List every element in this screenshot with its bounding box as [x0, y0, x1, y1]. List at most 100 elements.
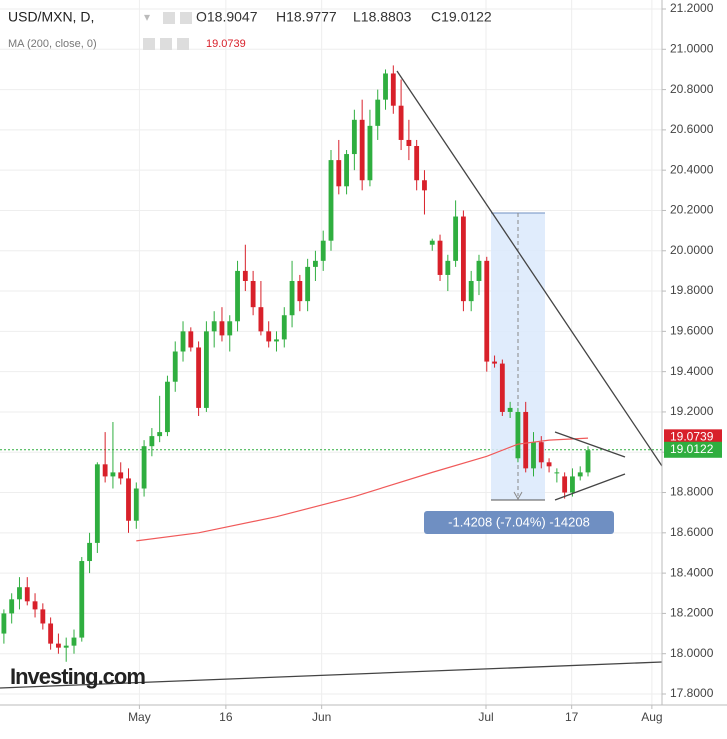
candle-body	[79, 561, 85, 638]
y-tick-label: 20.6000	[670, 122, 714, 136]
candle-body	[468, 280, 474, 302]
menu-caret: ▾	[144, 10, 150, 24]
y-tick-label: 19.2000	[670, 404, 714, 418]
candle-body	[102, 464, 108, 477]
candle-body	[289, 280, 295, 316]
candle-body	[110, 472, 116, 477]
open: O18.9047	[196, 9, 258, 25]
y-tick-label: 18.0000	[670, 646, 714, 660]
y-tick-label: 18.4000	[670, 565, 714, 579]
candle-body	[141, 446, 147, 489]
candle-body	[507, 407, 513, 412]
candle-body	[188, 331, 194, 348]
triangle-upper	[554, 431, 626, 458]
y-tick-label: 17.8000	[670, 686, 714, 700]
icon[interactable]	[163, 12, 175, 24]
ma-line	[136, 437, 589, 542]
y-tick-label: 20.4000	[670, 162, 714, 176]
candle-body	[32, 601, 38, 610]
candle-body	[429, 240, 435, 245]
ma-tag-label: 19.0739	[670, 430, 714, 444]
candle-body	[180, 331, 186, 352]
candle-body	[570, 476, 575, 493]
icon[interactable]	[160, 38, 172, 50]
y-tick-label: 18.8000	[670, 485, 714, 499]
candle-body	[585, 450, 591, 473]
candle-body	[87, 542, 92, 562]
x-tick-label: Jun	[312, 710, 331, 724]
candle-body	[453, 216, 459, 261]
grid-layer	[0, 0, 662, 705]
candle-body	[492, 361, 497, 364]
candle-body	[359, 119, 365, 181]
candle-body	[546, 462, 552, 467]
candle-body	[476, 260, 482, 281]
candle-body	[9, 599, 15, 614]
candle-body	[328, 160, 334, 241]
x-tick-label: 17	[565, 710, 579, 724]
candle-body	[538, 442, 544, 463]
candle-body	[422, 180, 427, 191]
marks	[1, 65, 591, 662]
x-tick-label: 16	[219, 710, 233, 724]
candle-body	[406, 139, 412, 146]
logo: Investing.com	[10, 664, 145, 689]
candle-body	[554, 472, 560, 474]
y-tick-label: 20.0000	[670, 243, 714, 257]
low: L18.8803	[353, 9, 412, 25]
y-tick-label: 19.8000	[670, 283, 714, 297]
candle-body	[274, 339, 279, 342]
candle-body	[460, 216, 466, 302]
candle-body	[235, 270, 240, 322]
ma-value: 19.0739	[206, 38, 246, 50]
candle-body	[227, 321, 233, 336]
candle-body	[383, 73, 388, 100]
candle-body	[250, 280, 256, 308]
candle-body	[336, 160, 342, 187]
candle-body	[17, 587, 22, 600]
y-tick-label: 19.4000	[670, 364, 714, 378]
candle-body	[172, 351, 178, 382]
candle-body	[203, 331, 209, 408]
ma-name: MA (200, close, 0)	[8, 38, 97, 50]
icon[interactable]	[180, 12, 192, 24]
candle-body	[40, 609, 46, 624]
y-tick-label: 18.6000	[670, 525, 714, 539]
candle-body	[297, 280, 303, 302]
candle-body	[523, 411, 529, 469]
candle-body	[305, 266, 311, 302]
price-tag-label: 19.0122	[670, 442, 714, 456]
price-tag	[664, 441, 722, 458]
candle-body	[24, 587, 30, 602]
support-line	[0, 661, 663, 689]
candle-body	[437, 240, 443, 275]
y-tick-label: 19.6000	[670, 324, 714, 338]
candle-body	[133, 488, 139, 521]
candle-body	[281, 315, 287, 340]
icon[interactable]	[177, 38, 189, 50]
x-tick-label: Aug	[641, 710, 662, 724]
candle-body	[344, 154, 349, 187]
measure-arrowhead	[513, 491, 523, 501]
candle-body	[515, 411, 521, 459]
candle-body	[126, 478, 131, 521]
candle-body	[313, 260, 318, 267]
candle-body	[149, 436, 155, 447]
annotation: -1.4208 (-7.04%) -14208	[448, 514, 590, 529]
candle-body	[351, 119, 357, 155]
candle-body	[367, 125, 373, 181]
candle-body	[390, 73, 396, 106]
candle-body	[1, 613, 7, 634]
y-tick-label: 21.0000	[670, 41, 714, 55]
candle-body	[320, 240, 326, 261]
candle-body	[266, 331, 272, 342]
candle-body	[375, 99, 381, 126]
candle-body	[219, 321, 225, 336]
candle-body	[94, 464, 100, 543]
x-tick-label: May	[128, 710, 151, 724]
candle-body	[499, 363, 505, 412]
icon[interactable]	[143, 38, 155, 50]
close: C19.0122	[431, 9, 492, 25]
y-tick-label: 20.2000	[670, 203, 714, 217]
